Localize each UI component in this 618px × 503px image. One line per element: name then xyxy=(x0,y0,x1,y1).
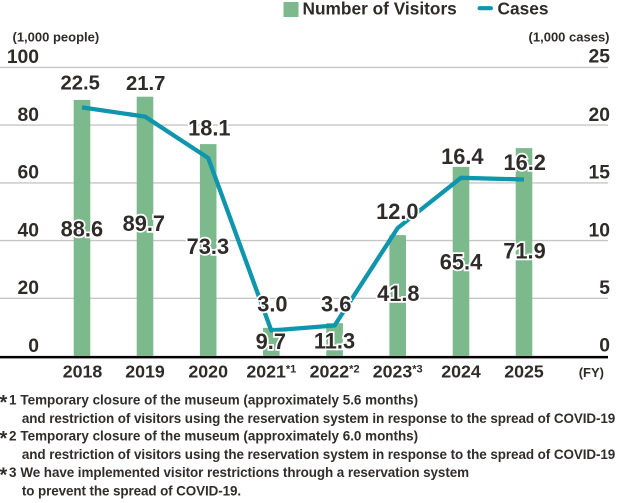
svg-text:and restriction of visitors us: and restriction of visitors using the re… xyxy=(22,411,615,426)
svg-text:12.0: 12.0 xyxy=(376,199,418,224)
svg-text:11.3: 11.3 xyxy=(314,328,355,353)
svg-text:0: 0 xyxy=(599,336,610,357)
svg-text:3.6: 3.6 xyxy=(321,291,351,316)
svg-text:88.6: 88.6 xyxy=(61,216,103,241)
svg-text:16.4: 16.4 xyxy=(441,144,483,169)
svg-text:2025: 2025 xyxy=(504,362,544,382)
svg-text:2024: 2024 xyxy=(441,362,481,382)
svg-text:2021*1: 2021*1 xyxy=(246,362,296,382)
svg-text:*: * xyxy=(0,428,8,450)
svg-text:22.5: 22.5 xyxy=(60,73,99,95)
svg-text:and restriction of visitors us: and restriction of visitors using the re… xyxy=(22,447,615,462)
svg-text:2022*2: 2022*2 xyxy=(310,362,360,382)
svg-text:60: 60 xyxy=(18,163,39,184)
svg-text:25: 25 xyxy=(589,47,611,68)
svg-text:2019: 2019 xyxy=(125,362,165,382)
svg-text:Cases: Cases xyxy=(498,0,549,19)
svg-text:2023*3: 2023*3 xyxy=(373,362,423,382)
svg-text:Number of Visitors: Number of Visitors xyxy=(303,0,457,19)
svg-text:2018: 2018 xyxy=(63,362,103,382)
svg-text:(1,000 people): (1,000 people) xyxy=(13,30,100,45)
svg-text:65.4: 65.4 xyxy=(440,249,482,274)
svg-text:Temporary closure of the museu: Temporary closure of the museum (approxi… xyxy=(20,393,418,408)
svg-text:40: 40 xyxy=(18,220,39,241)
svg-text:10: 10 xyxy=(589,220,610,241)
svg-text:0: 0 xyxy=(28,336,39,357)
svg-text:(FY): (FY) xyxy=(579,365,604,380)
svg-text:*: * xyxy=(0,464,8,486)
svg-text:73.3: 73.3 xyxy=(187,234,229,259)
svg-text:1: 1 xyxy=(9,393,17,408)
svg-text:to prevent the spread of COVID: to prevent the spread of COVID-19. xyxy=(22,483,241,498)
svg-text:5: 5 xyxy=(599,278,610,299)
svg-text:20: 20 xyxy=(589,105,610,126)
svg-text:16.2: 16.2 xyxy=(503,150,545,175)
svg-text:2: 2 xyxy=(9,429,16,444)
svg-text:3: 3 xyxy=(9,465,16,480)
svg-text:9.7: 9.7 xyxy=(256,329,286,354)
svg-text:We have implemented visitor re: We have implemented visitor restrictions… xyxy=(20,465,469,480)
svg-text:20: 20 xyxy=(18,278,39,299)
svg-text:(1,000 cases): (1,000 cases) xyxy=(529,30,610,45)
svg-text:18.1: 18.1 xyxy=(188,115,230,140)
svg-text:*: * xyxy=(0,392,8,414)
svg-text:89.7: 89.7 xyxy=(123,211,165,236)
svg-text:100: 100 xyxy=(7,47,39,68)
svg-text:3.0: 3.0 xyxy=(257,291,287,316)
svg-text:15: 15 xyxy=(589,163,611,184)
svg-text:41.8: 41.8 xyxy=(377,281,419,306)
svg-text:71.9: 71.9 xyxy=(503,239,545,264)
svg-text:80: 80 xyxy=(18,105,39,126)
svg-text:21.7: 21.7 xyxy=(126,73,165,95)
svg-text:2020: 2020 xyxy=(188,362,228,382)
svg-text:Temporary closure of the museu: Temporary closure of the museum (approxi… xyxy=(20,429,418,444)
